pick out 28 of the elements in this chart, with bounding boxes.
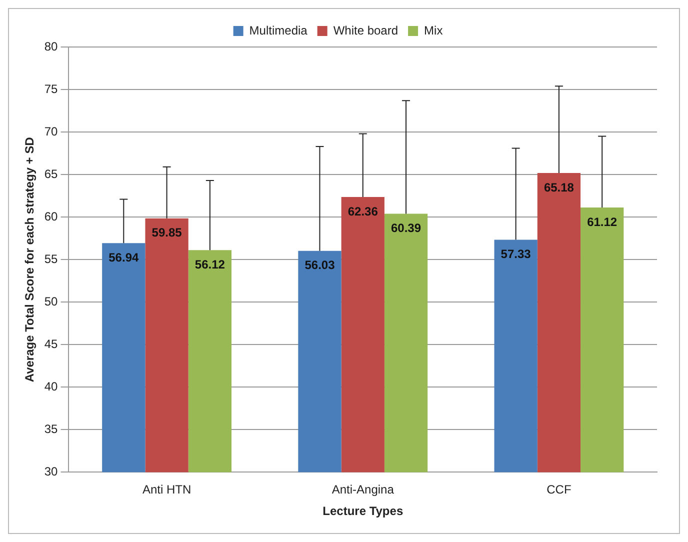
x-tick-label: CCF bbox=[546, 482, 572, 497]
data-label: 60.39 bbox=[390, 221, 422, 236]
y-tick-label: 80 bbox=[44, 39, 58, 54]
y-tick-label: 50 bbox=[44, 294, 58, 308]
y-tick-label: 30 bbox=[44, 464, 58, 479]
data-label: 59.85 bbox=[152, 226, 182, 240]
y-axis-title: Average Total Score for each strategy + SD bbox=[22, 136, 37, 382]
x-tick-label: Anti HTN bbox=[142, 482, 192, 497]
data-label: 56.03 bbox=[304, 258, 336, 272]
legend-label: Multimedia bbox=[249, 23, 308, 38]
data-label: 56.12 bbox=[194, 257, 226, 272]
y-tick-label: 40 bbox=[44, 379, 58, 394]
data-label: 62.36 bbox=[348, 204, 378, 218]
y-tick-label: 70 bbox=[44, 124, 58, 138]
y-tick-label: 35 bbox=[44, 422, 58, 436]
x-tick-label: Anti-Angina bbox=[332, 482, 394, 497]
y-tick-label: 45 bbox=[44, 336, 58, 351]
legend-label: Mix bbox=[424, 23, 443, 38]
y-tick-label: 65 bbox=[44, 166, 58, 181]
y-tick-label: 55 bbox=[44, 252, 58, 266]
y-tick-label: 60 bbox=[44, 209, 58, 224]
legend-label: White board bbox=[333, 23, 398, 38]
y-tick-label: 75 bbox=[44, 82, 58, 96]
data-label: 61.12 bbox=[587, 214, 618, 229]
x-axis-title: Lecture Types bbox=[322, 504, 404, 518]
data-label: 57.33 bbox=[500, 247, 532, 262]
data-label: 56.94 bbox=[108, 250, 139, 264]
data-label: 65.18 bbox=[544, 180, 574, 194]
